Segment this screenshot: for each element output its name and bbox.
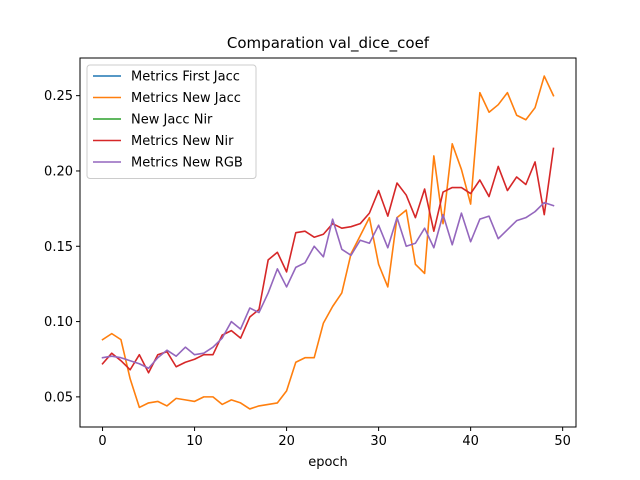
legend: Metrics First Jacc Metrics New Jacc New Ja… (86, 64, 257, 179)
legend-label-1: Metrics New Jacc (131, 91, 241, 106)
x-tick-label: 10 (186, 434, 203, 449)
x-tick-label: 20 (278, 434, 295, 449)
y-tick-label: 0.10 (44, 315, 73, 330)
legend-label-0: Metrics First Jacc (131, 70, 240, 85)
series-line-3 (101, 147, 555, 374)
x-tick-label: 40 (462, 434, 479, 449)
series-line-4 (101, 201, 555, 370)
series-line-1 (101, 75, 555, 410)
y-tick-label: 0.25 (44, 89, 73, 104)
chart-title: Comparation val_dice_coef (227, 34, 430, 53)
x-axis-ticks: 0 10 20 30 40 50 (98, 427, 571, 449)
series-lines (101, 75, 555, 410)
y-tick-label: 0.15 (44, 240, 73, 255)
legend-label-4: Metrics New RGB (131, 156, 243, 171)
x-axis-label: epoch (308, 455, 348, 470)
y-axis-ticks: 0.05 0.10 0.15 0.20 0.25 (44, 89, 80, 405)
y-tick-label: 0.20 (44, 164, 73, 179)
x-tick-label: 0 (98, 434, 106, 449)
legend-label-3: Metrics New Nir (131, 134, 234, 149)
legend-label-2: New Jacc Nir (131, 113, 213, 128)
x-tick-label: 50 (554, 434, 571, 449)
legend-box (86, 64, 257, 179)
plot-frame (79, 57, 577, 428)
y-tick-label: 0.05 (44, 390, 73, 405)
x-tick-label: 30 (370, 434, 387, 449)
